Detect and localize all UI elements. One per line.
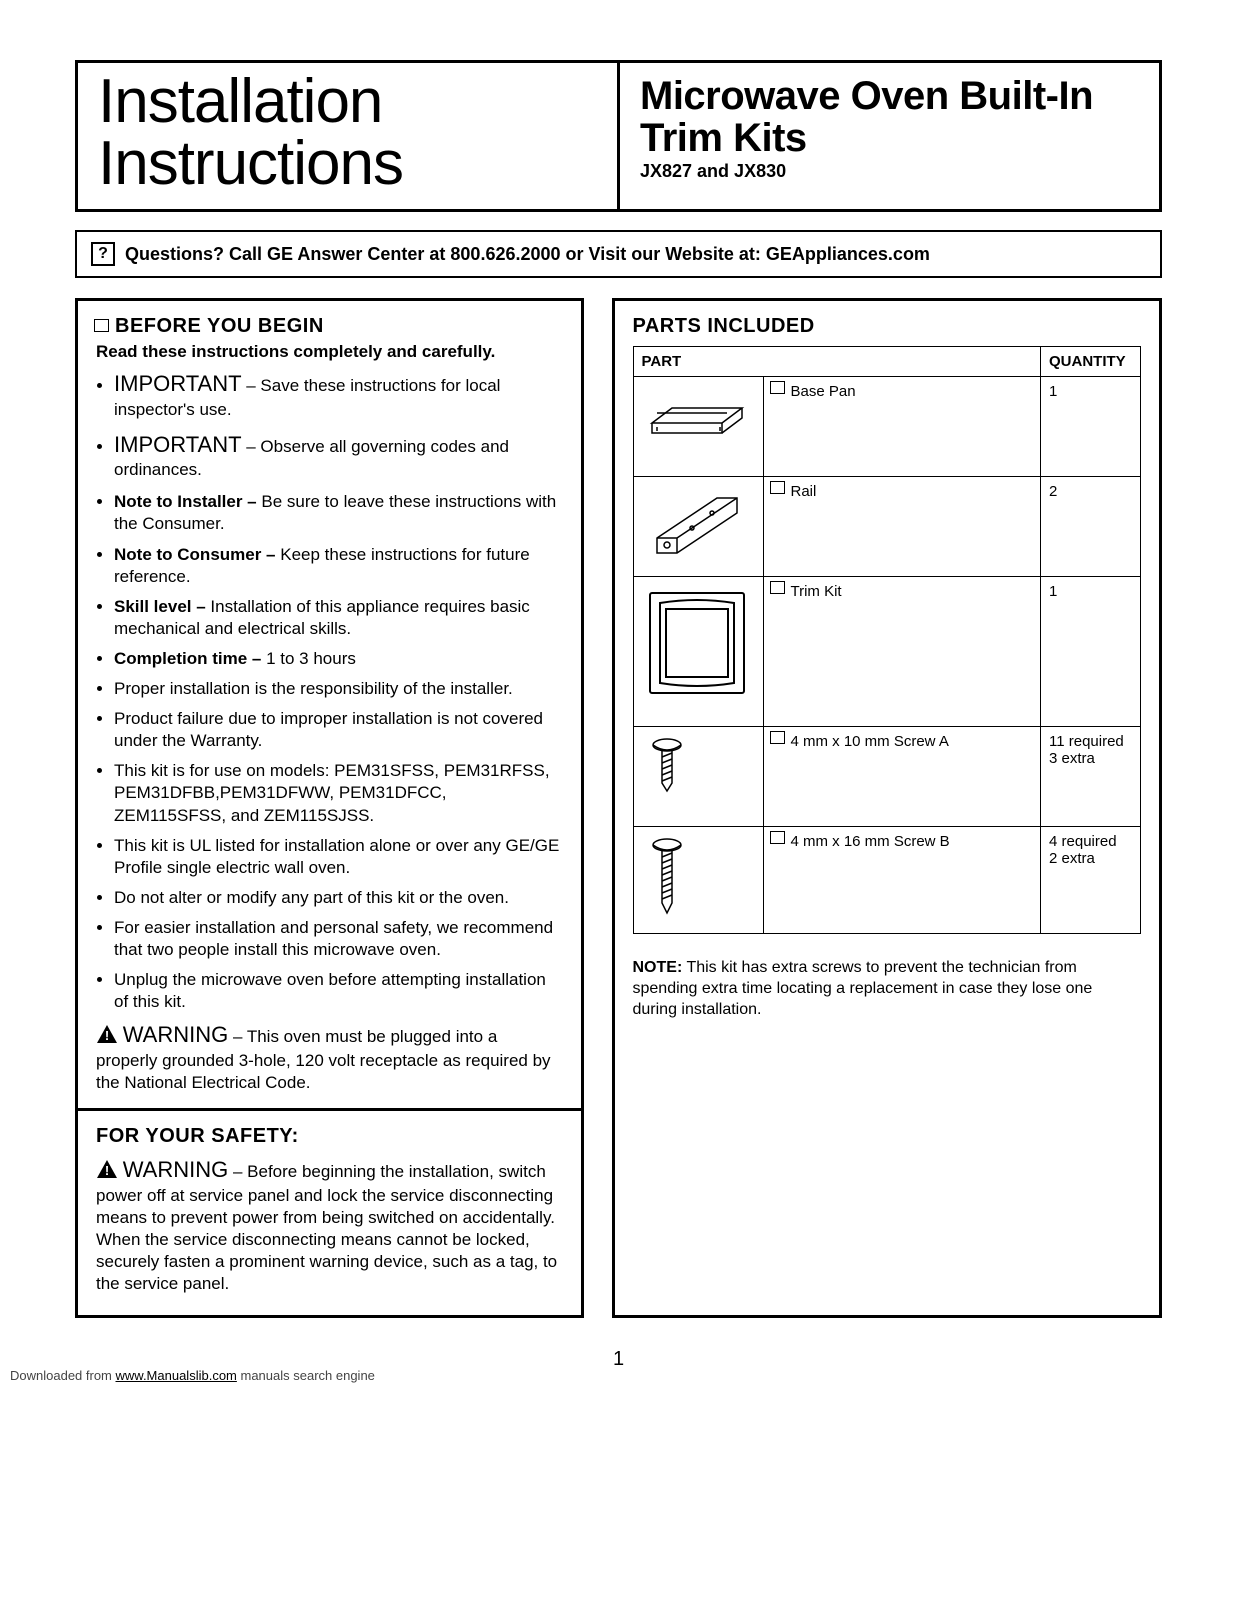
part-image-cell	[633, 477, 763, 577]
checkbox-icon	[772, 583, 785, 594]
table-row: Base Pan1	[633, 377, 1141, 477]
svg-text:!: !	[105, 1163, 109, 1178]
footer-link[interactable]: www.Manualslib.com	[116, 1368, 237, 1383]
footer: Downloaded from www.Manualslib.com manua…	[10, 1368, 375, 1383]
model-numbers: JX827 and JX830	[640, 161, 1139, 182]
parts-included-box: PARTS INCLUDED PART QUANTITY Base Pan1Ra…	[612, 298, 1163, 1318]
part-name-cell: Base Pan	[763, 377, 1041, 477]
list-item: For easier installation and personal saf…	[114, 917, 563, 961]
safety-warning-label: WARNING	[123, 1157, 229, 1182]
list-item: IMPORTANT – Save these instructions for …	[114, 370, 563, 421]
list-item: This kit is UL listed for installation a…	[114, 835, 563, 879]
svg-text:!: !	[105, 1028, 109, 1043]
checkbox-icon	[96, 321, 109, 332]
col-qty: QUANTITY	[1041, 347, 1141, 377]
before-heading: BEFORE YOU BEGIN	[96, 315, 563, 338]
list-item: Product failure due to improper installa…	[114, 708, 563, 752]
header-left: Installation Instructions	[78, 63, 620, 209]
read-instructions: Read these instructions completely and c…	[96, 342, 563, 362]
warning-icon: !	[96, 1024, 118, 1044]
part-qty-cell: 11 required3 extra	[1041, 727, 1141, 827]
table-row: Rail2	[633, 477, 1141, 577]
table-row: 4 mm x 10 mm Screw A11 required3 extra	[633, 727, 1141, 827]
list-item: IMPORTANT – Observe all governing codes …	[114, 431, 563, 482]
list-item: Completion time – 1 to 3 hours	[114, 648, 563, 670]
divider	[78, 1108, 581, 1111]
note-lead: NOTE:	[633, 959, 683, 976]
footer-pre: Downloaded from	[10, 1368, 116, 1383]
checkbox-icon	[772, 383, 785, 394]
list-item: Do not alter or modify any part of this …	[114, 887, 563, 909]
part-image-cell	[633, 377, 763, 477]
page: Installation Instructions Microwave Oven…	[0, 0, 1237, 1391]
part-name-cell: 4 mm x 16 mm Screw B	[763, 827, 1041, 934]
table-row: Trim Kit1	[633, 577, 1141, 727]
parts-note: NOTE: This kit has extra screws to preve…	[633, 958, 1142, 1020]
question-bar: ? Questions? Call GE Answer Center at 80…	[75, 230, 1162, 278]
part-qty-cell: 2	[1041, 477, 1141, 577]
question-icon: ?	[91, 242, 115, 266]
checkbox-icon	[772, 733, 785, 744]
list-item: Skill level – Installation of this appli…	[114, 596, 563, 640]
part-name-cell: Trim Kit	[763, 577, 1041, 727]
main-columns: BEFORE YOU BEGIN Read these instructions…	[75, 298, 1162, 1318]
part-image-cell	[633, 827, 763, 934]
safety-heading-text: FOR YOUR SAFETY:	[96, 1125, 299, 1148]
question-text: Questions? Call GE Answer Center at 800.…	[125, 244, 930, 265]
header-right: Microwave Oven Built-In Trim Kits JX827 …	[620, 63, 1159, 209]
part-qty-cell: 1	[1041, 377, 1141, 477]
part-qty-cell: 4 required2 extra	[1041, 827, 1141, 934]
before-list: IMPORTANT – Save these instructions for …	[96, 370, 563, 1013]
parts-heading: PARTS INCLUDED	[633, 315, 1142, 338]
left-column-wrap: BEFORE YOU BEGIN Read these instructions…	[75, 298, 584, 1318]
parts-heading-text: PARTS INCLUDED	[633, 315, 815, 338]
col-part: PART	[633, 347, 1041, 377]
checkbox-icon	[772, 833, 785, 844]
product-title: Microwave Oven Built-In Trim Kits	[640, 75, 1139, 159]
part-image-cell	[633, 727, 763, 827]
header-box: Installation Instructions Microwave Oven…	[75, 60, 1162, 212]
before-you-begin-box: BEFORE YOU BEGIN Read these instructions…	[75, 298, 584, 1318]
warning-icon: !	[96, 1159, 118, 1179]
part-name-cell: Rail	[763, 477, 1041, 577]
warning-electrical: ! WARNING – This oven must be plugged in…	[96, 1021, 563, 1094]
list-item: This kit is for use on models: PEM31SFSS…	[114, 760, 563, 826]
footer-post: manuals search engine	[237, 1368, 375, 1383]
list-item: Unplug the microwave oven before attempt…	[114, 969, 563, 1013]
list-item: Proper installation is the responsibilit…	[114, 678, 563, 700]
checkbox-icon	[772, 483, 785, 494]
list-item: Note to Installer – Be sure to leave the…	[114, 491, 563, 535]
safety-warning: ! WARNING – Before beginning the install…	[96, 1156, 563, 1295]
part-name-cell: 4 mm x 10 mm Screw A	[763, 727, 1041, 827]
warning-label: WARNING	[123, 1022, 229, 1047]
note-body: This kit has extra screws to prevent the…	[633, 959, 1093, 1018]
parts-table: PART QUANTITY Base Pan1Rail2Trim Kit14 m…	[633, 346, 1142, 934]
before-heading-text: BEFORE YOU BEGIN	[115, 315, 324, 338]
part-qty-cell: 1	[1041, 577, 1141, 727]
safety-heading: FOR YOUR SAFETY:	[96, 1125, 563, 1148]
list-item: Note to Consumer – Keep these instructio…	[114, 544, 563, 588]
part-image-cell	[633, 577, 763, 727]
doc-title: Installation Instructions	[98, 71, 597, 195]
table-row: 4 mm x 16 mm Screw B4 required2 extra	[633, 827, 1141, 934]
